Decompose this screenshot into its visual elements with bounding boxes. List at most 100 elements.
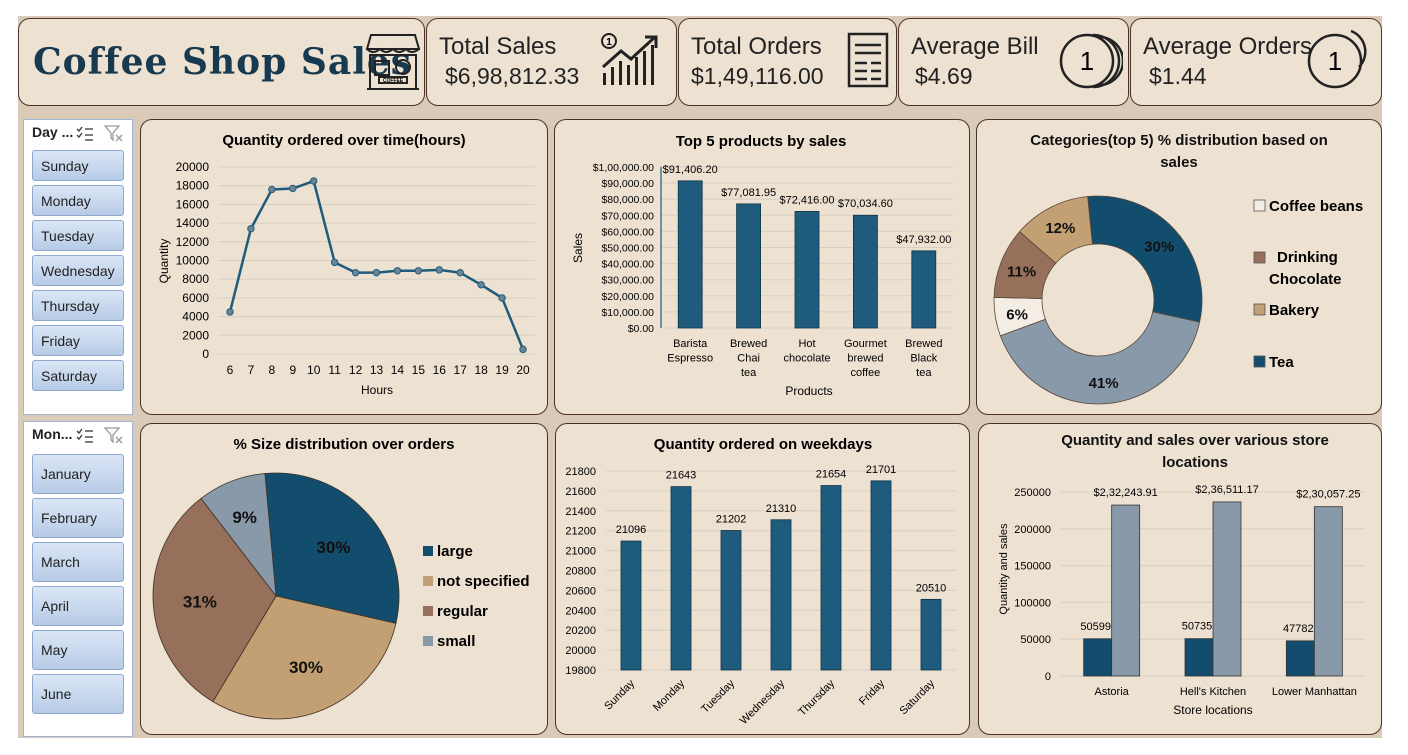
data-point	[289, 184, 297, 193]
chart-card-stores: Quantity and sales over various store loc…	[978, 423, 1382, 735]
kpi-average-orders-card: Average Orders $1.44 1	[1130, 18, 1382, 106]
title-card: Coffee Shop Sales COFFEE	[18, 18, 425, 106]
x-tick-label: Astoria	[1095, 686, 1130, 698]
data-label: 21310	[766, 503, 797, 515]
y-tick-label: 0	[202, 347, 209, 361]
data-label: $2,36,511.17	[1195, 484, 1258, 496]
svg-text:1: 1	[1080, 46, 1094, 76]
data-label: $72,416.00	[779, 194, 834, 206]
slicer-item-monday[interactable]: Monday	[32, 185, 124, 216]
bar	[820, 485, 842, 671]
data-label: $47,932.00	[896, 234, 951, 246]
pie-slice	[212, 595, 397, 720]
y-tick-label: 20200	[565, 625, 596, 637]
bar	[736, 203, 762, 329]
kpi-label: Average Bill	[911, 33, 1039, 60]
pie-slice	[152, 497, 277, 703]
kpi-label: Total Sales	[439, 33, 557, 60]
data-label: 11%	[1007, 263, 1036, 280]
y-tick-label: 21600	[565, 486, 596, 498]
x-axis-label: Products	[785, 384, 832, 398]
y-tick-label: 21000	[565, 546, 596, 558]
slicer-title: Mon...	[32, 426, 73, 442]
y-tick-label: 12000	[176, 235, 210, 249]
data-label: 31%	[183, 592, 217, 611]
svg-text:1: 1	[1328, 46, 1342, 76]
slicer-item-february[interactable]: February	[32, 498, 124, 538]
slicer-item-january[interactable]: January	[32, 454, 124, 494]
clear-filter-icon[interactable]	[104, 125, 124, 143]
slicer-item-friday[interactable]: Friday	[32, 325, 124, 356]
data-label: 21096	[616, 524, 647, 536]
data-point	[247, 225, 255, 233]
slicer-item-april[interactable]: April	[32, 586, 124, 626]
clear-filter-icon[interactable]	[104, 427, 124, 445]
x-tick-label: Thursday	[796, 677, 837, 718]
x-tick-label: Friday	[857, 677, 887, 707]
quantity-over-hours-chart: Quantity ordered over time(hours) 0 2000 40…	[157, 132, 535, 397]
y-tick-label: 10000	[176, 254, 210, 268]
x-tick-label: 13	[370, 363, 384, 377]
slicer-item-march[interactable]: March	[32, 542, 124, 582]
x-tick-label: Barista Espresso	[667, 338, 713, 365]
y-axis-label: Quantity and sales	[998, 523, 1010, 615]
data-label: 30%	[289, 658, 323, 677]
legend-swatch	[1253, 303, 1266, 316]
y-tick-label: 250000	[1014, 487, 1051, 499]
chart-card-weekdays: Quantity ordered on weekdays 19800 20000 20…	[555, 423, 970, 735]
chart-title: Quantity and sales over various store loc…	[1061, 432, 1329, 471]
y-tick-label: 8000	[182, 272, 209, 286]
document-icon	[847, 32, 889, 88]
y-tick-label: 20800	[565, 566, 596, 578]
legend-swatch	[1253, 355, 1266, 368]
chart-title: Top 5 products by sales	[676, 133, 847, 150]
y-tick-label: 100000	[1014, 597, 1051, 609]
bar	[720, 530, 742, 671]
slicer-item-sunday[interactable]: Sunday	[32, 150, 124, 181]
slicer-item-may[interactable]: May	[32, 630, 124, 670]
y-tick-label: $90,000.00	[601, 178, 654, 190]
x-axis-label: Hours	[361, 383, 393, 397]
x-tick-label: 17	[454, 363, 468, 377]
donut-slice	[999, 311, 1201, 405]
y-tick-label: $20,000.00	[601, 291, 654, 303]
slicer-item-thursday[interactable]: Thursday	[32, 290, 124, 321]
data-label: $70,034.60	[838, 198, 893, 210]
y-tick-label: 16000	[176, 197, 210, 211]
legend-swatch	[423, 636, 433, 646]
kpi-total-sales-card: Total Sales $6,98,812.33 1	[426, 18, 677, 106]
data-label: 20510	[916, 582, 947, 594]
chart-card-size: % Size distribution over orders 30% 30% 31%…	[140, 423, 548, 735]
legend-swatch	[423, 546, 433, 556]
y-tick-label: $70,000.00	[601, 210, 654, 222]
multi-select-icon[interactable]	[76, 126, 94, 142]
coin-one-icon: 1	[1059, 33, 1123, 89]
chart-title: Quantity ordered on weekdays	[654, 436, 872, 453]
data-label: 41%	[1089, 375, 1119, 392]
data-label: 21701	[866, 464, 897, 476]
legend-label: Drinking Chocolate	[1269, 249, 1342, 288]
y-axis-label: Sales	[571, 233, 585, 263]
slicer-item-tuesday[interactable]: Tuesday	[32, 220, 124, 251]
data-label: 9%	[232, 508, 257, 527]
y-tick-label: 18000	[176, 179, 210, 193]
bar	[794, 211, 820, 329]
slicer-item-wednesday[interactable]: Wednesday	[32, 255, 124, 286]
legend-swatch	[1253, 251, 1266, 264]
y-tick-label: $60,000.00	[601, 226, 654, 238]
y-tick-label: 19800	[565, 665, 596, 677]
data-point	[226, 308, 234, 316]
slicer-item-june[interactable]: June	[32, 674, 124, 714]
pie-slice	[200, 473, 277, 598]
multi-select-icon[interactable]	[76, 428, 94, 444]
data-label: $2,30,057.25	[1296, 489, 1360, 501]
y-tick-label: 21800	[565, 466, 596, 478]
x-tick-label: Saturday	[898, 677, 938, 717]
x-tick-label: 8	[269, 363, 276, 377]
data-point	[330, 258, 339, 267]
data-label: 30%	[1144, 238, 1174, 255]
data-label: 50735	[1182, 621, 1213, 633]
slicer-item-saturday[interactable]: Saturday	[32, 360, 124, 391]
legend-label: not specified	[437, 573, 530, 590]
y-tick-label: 200000	[1014, 524, 1051, 536]
